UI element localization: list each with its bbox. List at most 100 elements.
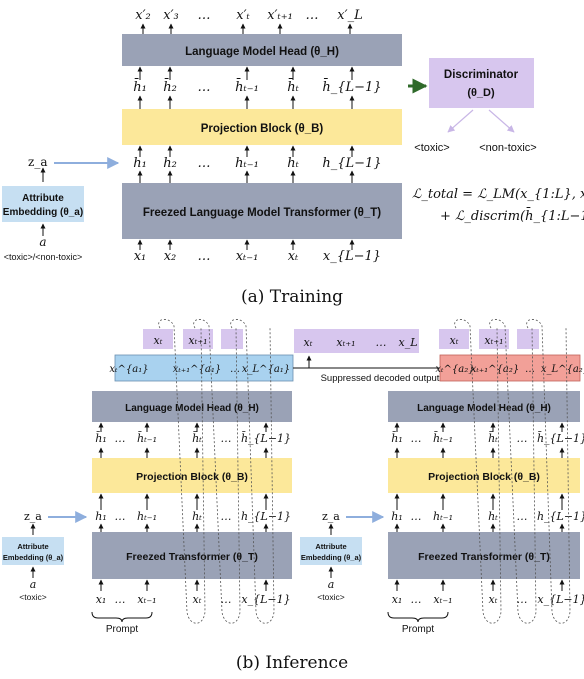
left-prompt-label: Prompt — [106, 624, 138, 635]
right-attribute-token-1: xₜ₊₁^{a₂} — [471, 364, 519, 375]
left-input-tokens: x₁ … xₜ₋₁ xₜ … x_{L−1} — [96, 579, 291, 606]
training-output-token-1: x′₃ — [163, 8, 179, 23]
left-a-value: <toxic> — [19, 592, 46, 602]
training-output-token-3: x′ₜ — [236, 8, 250, 23]
training-hidden-token-4: hₜ — [287, 156, 299, 171]
training-input-token-4: xₜ — [288, 249, 299, 264]
left-lm-head-block — [92, 391, 292, 422]
training-attribute-line1: Attribute — [22, 193, 64, 204]
training-z-label: z_a — [28, 155, 47, 169]
left-sampled-token-box-1 — [183, 329, 213, 349]
left-attribute-token-3: x_L^{a₁} — [242, 364, 290, 375]
left-attribute-token-1: xₜ₊₁^{a₁} — [173, 364, 221, 375]
left-z-label: z_a — [24, 510, 42, 523]
discriminator-out-arrow-1 — [447, 109, 474, 133]
left-projected-token-3: h̄ₜ — [192, 432, 202, 445]
left-hidden-token-1: … — [115, 510, 126, 523]
left-lm-head-label: Language Model Head (θ_H) — [125, 403, 259, 414]
training-hidden-token-5: h_{L−1} — [322, 156, 381, 171]
training-transformer-block — [122, 183, 402, 239]
left-a-label: a — [30, 578, 37, 591]
right-sampled-tokens: xₜ xₜ₊₁ — [439, 329, 539, 349]
left-input-token-3: xₜ — [193, 593, 202, 606]
training-projected-hidden: h̄₁ h̄₂ … h̄ₜ₋₁ h̄ₜ h̄_{L−1} — [133, 66, 382, 109]
right-projected-token-4: … — [517, 432, 528, 445]
loss-line2: + ℒ_discrim(h̄_{1:L−1}, a) — [440, 207, 584, 224]
right-sampled-token-0: xₜ — [450, 334, 459, 347]
right-a-value: <toxic> — [317, 592, 344, 602]
left-input-token-5: x_{L−1} — [241, 593, 290, 606]
right-hidden-token-1: … — [411, 510, 422, 523]
training-caption: (a) Training — [241, 287, 343, 307]
right-hidden-token-0: h₁ — [391, 510, 403, 523]
left-attribute-line2: Embedding (θ_a) — [3, 553, 64, 562]
training-projected-token-2: … — [198, 80, 211, 95]
right-lm-head-block — [388, 391, 580, 422]
discriminator-block — [429, 58, 534, 108]
left-attribute-token-2: … — [230, 364, 240, 375]
discriminator-out-toxic: <toxic> — [414, 142, 449, 154]
training-input-tokens: x₁ x₂ … xₜ₋₁ xₜ x_{L−1} — [134, 239, 381, 264]
right-input-token-1: … — [411, 593, 422, 606]
left-projected-token-4: … — [221, 432, 232, 445]
right-projected-token-1: … — [411, 432, 422, 445]
right-input-token-5: x_{L−1} — [537, 593, 584, 606]
training-a-label: a — [39, 235, 46, 249]
suppressed-label: Suppressed decoded output — [321, 373, 440, 384]
right-attribute-output-row — [439, 354, 581, 382]
training-projection-label: Projection Block (θ_B) — [201, 123, 324, 135]
inference-caption: (b) Inference — [236, 653, 348, 673]
training-projected-token-5: h̄_{L−1} — [322, 78, 381, 95]
left-attribute-block — [2, 537, 64, 565]
left-projected-token-1: … — [115, 432, 126, 445]
right-attribute-line1: Attribute — [315, 542, 346, 551]
right-attribute-token-3: x_L^{a₂} — [541, 364, 584, 375]
right-sampled-token-box-1 — [479, 329, 509, 349]
inference-panel: xₜ xₜ₊₁ xₜ^{a₁} xₜ₊₁^{a₁}… x_L^{a₁} Languag… — [2, 319, 584, 673]
training-a-values: <toxic>/<non-toxic> — [4, 252, 83, 262]
left-input-token-4: … — [221, 593, 232, 606]
left-attribute-tokens: xₜ^{a₁} xₜ₊₁^{a₁} … x_L^{a₁} — [109, 364, 290, 375]
left-projection-label: Projection Block (θ_B) — [136, 471, 248, 483]
right-hidden-token-4: … — [517, 510, 528, 523]
training-output-tokens: x′₂ x′₃ … x′ₜ x′ₜ₊₁ … x′_L — [135, 8, 363, 34]
left-sampled-token-box-2 — [221, 329, 243, 349]
left-transformer-label: Freezed Transformer (θ_T) — [126, 551, 258, 563]
left-attribute-line1: Attribute — [17, 542, 48, 551]
left-sampled-token-1: xₜ₊₁ — [188, 334, 207, 347]
discriminator-line1: Discriminator — [444, 69, 519, 81]
training-hidden-token-1: h₂ — [163, 156, 177, 171]
right-sampled-token-1: xₜ₊₁ — [484, 334, 503, 347]
left-hidden-states: h₁ … hₜ₋₁ hₜ … h_{L−1} — [95, 493, 291, 532]
training-input-token-3: xₜ₋₁ — [236, 249, 259, 264]
left-hidden-token-5: h_{L−1} — [241, 510, 291, 523]
left-hidden-token-0: h₁ — [95, 510, 107, 523]
training-output-token-2: … — [198, 8, 211, 23]
left-input-token-0: x₁ — [96, 593, 107, 606]
right-input-token-3: xₜ — [489, 593, 498, 606]
training-lm-head-block — [122, 34, 402, 66]
training-lm-head-label: Language Model Head (θ_H) — [185, 46, 339, 58]
decoded-token-3: x_L — [398, 336, 417, 349]
decoded-token-2: … — [376, 336, 387, 349]
decoded-token-1: xₜ₊₁ — [336, 336, 355, 349]
discriminator-line2: (θ_D) — [467, 87, 495, 99]
training-input-token-2: … — [198, 249, 211, 264]
right-attribute-line2: Embedding (θ_a) — [301, 553, 362, 562]
right-sampled-token-box-0 — [439, 329, 469, 349]
training-output-token-6: x′_L — [337, 8, 362, 23]
left-hidden-token-2: hₜ₋₁ — [137, 510, 157, 523]
loss-line1: ℒ_total = ℒ_LM(x_{1:L}, x′_{1:L}) — [412, 187, 584, 202]
training-attribute-block — [2, 186, 84, 222]
training-input-token-1: x₂ — [164, 249, 177, 264]
right-transformer-label: Freezed Transformer (θ_T) — [418, 551, 550, 563]
right-sampled-token-box-2 — [517, 329, 539, 349]
right-projected-token-2: h̄ₜ₋₁ — [433, 432, 453, 445]
right-prompt-label: Prompt — [402, 624, 434, 635]
left-sampled-token-0: xₜ — [154, 334, 163, 347]
training-projection-block — [122, 109, 402, 145]
right-attribute-block — [300, 537, 362, 565]
left-projected-hidden: h̄₁ … h̄ₜ₋₁ h̄ₜ … h̄_{L−1} — [95, 422, 291, 458]
left-attribute-output-row — [114, 354, 294, 382]
left-transformer-block — [92, 532, 292, 579]
